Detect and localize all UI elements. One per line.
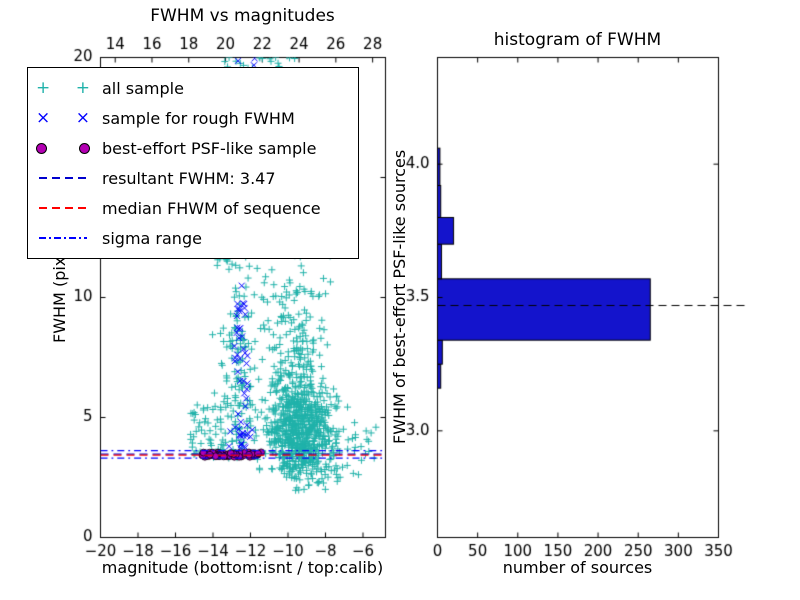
dashdot-line-swatch-icon — [34, 237, 92, 239]
legend-label: sample for rough FWHM — [102, 108, 295, 128]
legend-item-median-fwhm: median FHWM of sequence — [34, 193, 352, 223]
legend-item-rough-fwhm-sample: × × sample for rough FWHM — [34, 103, 352, 133]
histogram-yaxis-label: FWHM of best-effort PSF-like sources — [390, 149, 409, 445]
dashed-line-swatch-icon — [34, 177, 92, 179]
scatter-xaxis-label: magnitude (bottom:isnt / top:calib) — [101, 558, 384, 577]
scatter-plot-title: FWHM vs magnitudes — [150, 6, 335, 26]
legend-label: resultant FWHM: 3.47 — [102, 168, 276, 188]
legend-item-sigma-range: sigma range — [34, 223, 352, 253]
legend-label: best-effort PSF-like sample — [102, 138, 317, 158]
legend-item-all-sample: + + all sample — [34, 73, 352, 103]
circle-marker-icon — [34, 142, 92, 154]
legend-label: median FHWM of sequence — [102, 198, 321, 218]
plus-marker-icon: + + — [36, 77, 90, 98]
histogram-xaxis-label: number of sources — [502, 558, 653, 577]
histogram-title: histogram of FWHM — [493, 30, 662, 50]
legend-label: sigma range — [102, 228, 202, 248]
legend-item-resultant-fwhm: resultant FWHM: 3.47 — [34, 163, 352, 193]
legend-label: all sample — [102, 78, 184, 98]
x-marker-icon: × × — [36, 107, 90, 128]
legend-item-psf-like-sample: best-effort PSF-like sample — [34, 133, 352, 163]
dashed-line-swatch-icon — [34, 207, 92, 209]
legend: + + all sample × × sample for rough FWHM b… — [27, 67, 359, 259]
